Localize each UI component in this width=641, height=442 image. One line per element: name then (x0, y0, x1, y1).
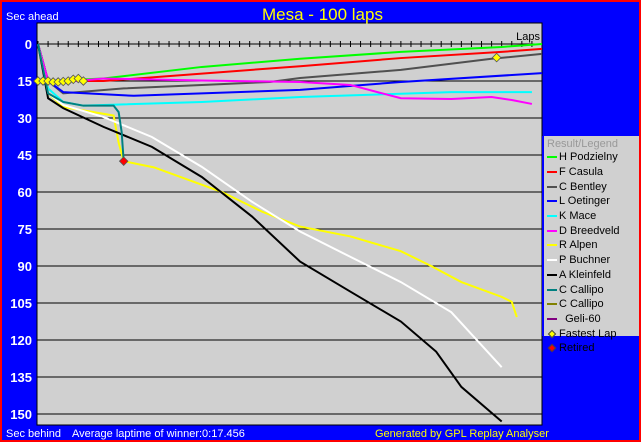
legend-item: P Buchner (544, 253, 639, 268)
y-tick-label: 30 (18, 111, 32, 126)
legend-label: R Alpen (559, 239, 598, 252)
legend-swatch (547, 273, 557, 276)
legend-label: C Callipo (559, 283, 604, 296)
legend-label: D Breedveld (559, 224, 620, 237)
legend-swatch (547, 215, 557, 218)
series-line-k-mace (37, 43, 532, 107)
legend-label: K Mace (559, 210, 597, 223)
legend-item: C Callipo (544, 297, 639, 312)
legend-item: L Oetinger (544, 194, 639, 209)
retired-marker (118, 156, 129, 166)
fastest-lap-marker (38, 76, 48, 86)
legend-swatch (547, 200, 557, 203)
fastest-lap-marker (33, 76, 43, 86)
y-tick-label: 0 (25, 37, 32, 52)
legend-item: C Bentley (544, 179, 639, 194)
legend-item: R Alpen (544, 238, 639, 253)
y-tick-label: 105 (10, 296, 32, 311)
generated-by: Generated by GPL Replay Analyser (375, 428, 549, 440)
legend-item: A Kleinfeld (544, 268, 639, 283)
series-line-c-callipo (37, 43, 125, 162)
legend: Result/Legend H Podzielny F Casula C Bentl… (542, 136, 639, 354)
series-line-p-buchner (37, 43, 503, 368)
legend-item: K Mace (544, 209, 639, 224)
y-tick-label: 45 (18, 148, 32, 163)
legend-label: L Oetinger (559, 195, 610, 208)
legend-label: Geli-60 (559, 312, 601, 325)
legend-label: P Buchner (559, 254, 611, 267)
fastest-lap-icon (547, 329, 557, 338)
fastest-lap-marker (491, 52, 502, 63)
fastest-lap-marker (78, 76, 89, 86)
average-laptime: Average laptime of winner:0:17.456 (72, 428, 245, 440)
legend-item: C Callipo (544, 282, 639, 297)
legend-item: D Breedveld (544, 223, 639, 238)
y-tick-label: 60 (18, 185, 32, 200)
legend-item: Fastest Lap (544, 326, 639, 341)
legend-item: F Casula (544, 165, 639, 180)
y-label-top: Sec ahead (6, 11, 59, 23)
legend-label: Retired (559, 342, 595, 355)
legend-label: Fastest Lap (559, 327, 617, 340)
legend-swatch (547, 288, 557, 291)
legend-swatch (547, 185, 557, 188)
series-line-a-kleinfeld (37, 43, 503, 423)
legend-item: Geli-60 (544, 312, 639, 327)
x-axis-label: Laps (516, 31, 540, 43)
legend-swatch (547, 244, 557, 247)
legend-swatch (547, 317, 557, 320)
fastest-lap-marker (48, 77, 58, 87)
legend-title: Result/Legend (547, 138, 618, 150)
retired-icon (547, 344, 557, 353)
y-tick-label: 75 (18, 222, 32, 237)
y-tick-label: 150 (10, 407, 32, 422)
y-tick-label: 15 (18, 74, 32, 89)
y-tick-label: 90 (18, 259, 32, 274)
y-tick-label: 135 (10, 370, 32, 385)
legend-label: A Kleinfeld (559, 268, 611, 281)
chart-title: Mesa - 100 laps (262, 5, 383, 24)
legend-item: Retired (544, 341, 639, 356)
legend-swatch (547, 156, 557, 159)
legend-label: C Callipo (559, 298, 604, 311)
legend-swatch (547, 171, 557, 174)
series-line-r-alpen (37, 43, 518, 318)
legend-swatch (547, 259, 557, 262)
legend-swatch (547, 303, 557, 306)
legend-label: H Podzielny (559, 151, 618, 164)
legend-swatch (547, 229, 557, 232)
y-tick-label: 120 (10, 333, 32, 348)
y-label-bottom: Sec behind (6, 428, 62, 440)
legend-label: F Casula (559, 166, 604, 179)
legend-label: C Bentley (559, 180, 607, 193)
legend-item: H Podzielny (544, 150, 639, 165)
